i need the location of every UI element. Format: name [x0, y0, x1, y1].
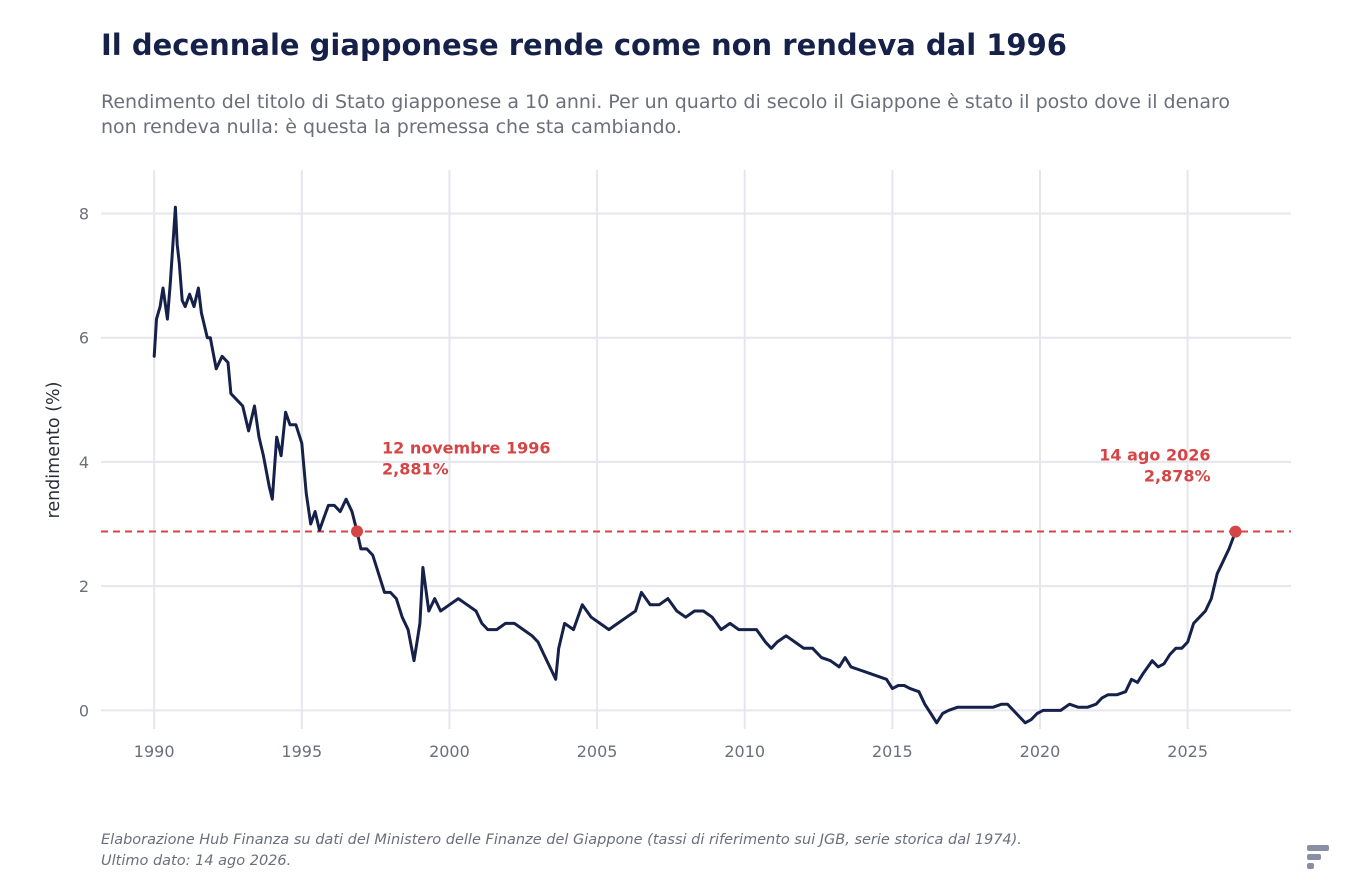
- x-tick-label: 1990: [134, 742, 175, 761]
- series-layer: [152, 205, 1237, 725]
- y-axis-label: rendimento (%): [44, 382, 64, 519]
- x-tick-label: 2025: [1167, 742, 1208, 761]
- annotation-marker: [351, 525, 364, 538]
- chart-title: Il decennale giapponese rende come non r…: [101, 28, 1067, 62]
- brand-logo-icon: [1307, 845, 1329, 869]
- y-tick-label: 2: [79, 577, 89, 596]
- annotation-date: 14 ago 2026: [1099, 445, 1210, 464]
- annotation-value: 2,881%: [382, 459, 449, 478]
- annotation-value: 2,878%: [1144, 466, 1211, 485]
- annotation-date: 12 novembre 1996: [382, 438, 550, 457]
- y-tick-label: 6: [79, 329, 89, 348]
- x-tick-label: 2000: [429, 742, 470, 761]
- annotation-layer: 12 novembre 1996 2,881% 14 ago 2026 2,878%: [382, 438, 1210, 485]
- x-tick-label: 2020: [1020, 742, 1061, 761]
- line-chart: 1990 1995 2000 2005 2010 2015 2020 2025 0 2 4 6 8 re…: [44, 170, 1291, 761]
- y-tick-label: 4: [79, 453, 89, 472]
- y-tick-label: 0: [79, 701, 89, 720]
- source-note: Elaborazione Hub Finanza su dati del Min…: [101, 832, 1022, 869]
- marker-layer: [351, 525, 1242, 538]
- x-tick-label: 2005: [577, 742, 618, 761]
- chart-subtitle: Rendimento del titolo di Stato giappones…: [101, 91, 1230, 138]
- y-tick-label: 8: [79, 204, 89, 223]
- x-tick-label: 2010: [724, 742, 765, 761]
- series-line: [152, 205, 1237, 725]
- tick-layer: 1990 1995 2000 2005 2010 2015 2020 2025 0 2 4 6 8: [79, 204, 1208, 761]
- x-tick-label: 2015: [872, 742, 913, 761]
- grid: [101, 170, 1291, 729]
- x-tick-label: 1995: [281, 742, 322, 761]
- annotation-marker: [1229, 525, 1242, 538]
